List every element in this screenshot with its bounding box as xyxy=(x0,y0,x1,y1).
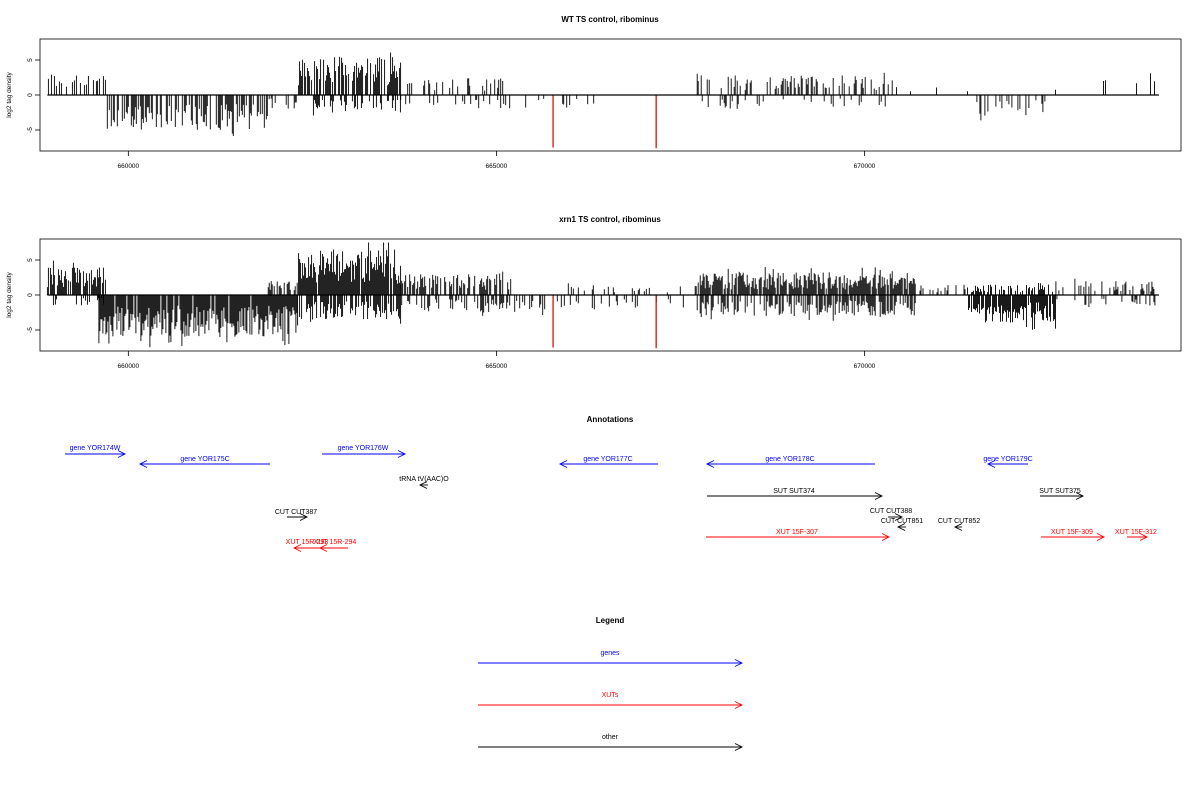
annotation-arrow-head xyxy=(986,460,996,468)
legend-title: Legend xyxy=(596,616,625,625)
xrn1-x-tick-label: 670000 xyxy=(854,363,876,370)
annotation-arrow-head xyxy=(1075,492,1085,500)
annotation-other: tRNA tV(AAC)O xyxy=(399,476,449,489)
annotation-arrow-head xyxy=(1096,533,1106,541)
annotation-label: SUT SUT374 xyxy=(773,488,815,495)
annotation-label: gene YOR177C xyxy=(583,456,632,463)
annotation-label: gene YOR174W xyxy=(70,445,121,452)
annotation-arrow-head xyxy=(558,460,568,468)
annotation-arrow-head xyxy=(874,492,884,500)
annotation-arrow-head xyxy=(705,460,715,468)
annotation-label: gene YOR175C xyxy=(180,456,229,463)
annotation-label: CUT CUT388 xyxy=(870,508,912,515)
xrn1-y-axis: -5 0 5 xyxy=(27,258,40,333)
annotation-arrow-head xyxy=(117,450,127,458)
annotation-label: CUT CUT387 xyxy=(275,509,317,516)
wt-y-tick-label: 5 xyxy=(27,58,34,62)
xrn1-bars xyxy=(46,242,1156,349)
legend-label: other xyxy=(602,734,619,741)
annotation-label: gene YOR176W xyxy=(338,445,389,452)
xrn1-y-tick-label: -5 xyxy=(27,327,34,333)
annotation-label: XUT 15R-294 xyxy=(314,539,357,546)
xrn1-x-tick-label: 660000 xyxy=(117,363,139,370)
xrn1-y-axis-label: log2 tag density xyxy=(6,271,13,317)
legend-label: XUTs xyxy=(602,692,619,699)
annotation-features: gene YOR174W gene YOR175C gene YOR176W tRNA… xyxy=(65,445,1157,552)
annotation-label: XUT 15F-307 xyxy=(776,529,818,536)
legend-entry-gene: genes xyxy=(478,650,744,667)
xrn1-x-axis: 660000 665000 670000 xyxy=(117,351,876,370)
wt-y-axis: -5 0 5 xyxy=(27,58,40,133)
legend-entry-other: other xyxy=(478,734,744,751)
annotation-arrow-head xyxy=(881,533,891,541)
legend: Legend genes XUTs other xyxy=(478,616,744,751)
annotation-arrow-head xyxy=(138,460,148,468)
legend-arrow-head xyxy=(734,659,744,667)
legend-entries: genes XUTs other xyxy=(478,650,744,751)
annotation-xut: XUT 15R-294 xyxy=(314,539,357,552)
annotation-label: CUT CUT851 xyxy=(881,518,923,525)
wt-x-tick-label: 670000 xyxy=(854,163,876,170)
legend-arrow-head xyxy=(734,701,744,709)
annotation-arrow-head xyxy=(1139,533,1149,541)
annotation-other: SUT SUT374 xyxy=(707,488,884,500)
annotation-other: SUT SUT375 xyxy=(1039,488,1085,500)
wt-panel-title: WT TS control, ribominus xyxy=(561,15,659,24)
annotation-arrow-head xyxy=(299,513,309,521)
xrn1-density-panel: xrn1 TS control, ribominus log2 tag dens… xyxy=(6,215,1182,370)
annotation-label: XUT 15F-312 xyxy=(1115,529,1157,536)
wt-y-tick-label: -5 xyxy=(27,127,34,133)
annotation-xut: XUT 15F-309 xyxy=(1041,529,1106,541)
annotation-arrow-head xyxy=(292,544,302,552)
annotation-other: CUT CUT852 xyxy=(938,518,980,531)
xrn1-y-tick-label: 0 xyxy=(27,293,34,297)
annotation-label: XUT 15R-293 xyxy=(286,539,329,546)
xrn1-y-tick-label: 5 xyxy=(27,258,34,262)
wt-x-tick-label: 660000 xyxy=(117,163,139,170)
xrn1-x-tick-label: 665000 xyxy=(486,363,508,370)
annotation-arrow-head xyxy=(318,544,328,552)
annotation-gene: gene YOR176W xyxy=(322,445,407,458)
annotation-arrow-head xyxy=(896,523,906,531)
annotation-label: CUT CUT852 xyxy=(938,518,980,525)
wt-bars xyxy=(47,52,1155,149)
annotation-other: CUT CUT387 xyxy=(275,509,317,521)
xrn1-panel-title: xrn1 TS control, ribominus xyxy=(559,215,661,224)
annotation-gene: gene YOR175C xyxy=(138,456,270,468)
annotation-other: CUT CUT388 xyxy=(870,508,912,521)
annotation-gene: gene YOR179C xyxy=(983,456,1033,468)
annotation-xut: XUT 15F-307 xyxy=(706,529,891,541)
annotation-arrow-head xyxy=(894,513,904,521)
wt-x-tick-label: 665000 xyxy=(486,163,508,170)
annotation-arrow-head xyxy=(418,481,428,489)
annotation-other: CUT CUT851 xyxy=(881,518,923,531)
annotation-xut: XUT 15F-312 xyxy=(1115,529,1157,541)
wt-y-tick-label: 0 xyxy=(27,93,34,97)
annotation-gene: gene YOR174W xyxy=(65,445,127,458)
wt-y-axis-label: log2 tag density xyxy=(6,71,13,117)
annotation-label: gene YOR179C xyxy=(983,456,1032,463)
wt-x-axis: 660000 665000 670000 xyxy=(117,151,876,170)
annotation-label: XUT 15F-309 xyxy=(1051,529,1093,536)
annotation-label: tRNA tV(AAC)O xyxy=(399,476,449,483)
annotation-gene: gene YOR178C xyxy=(705,456,875,468)
annotation-arrow-head xyxy=(397,450,407,458)
annotation-label: gene YOR178C xyxy=(765,456,814,463)
wt-density-panel: WT TS control, ribominus log2 tag densit… xyxy=(6,15,1182,170)
annotation-gene: gene YOR177C xyxy=(558,456,658,468)
annotation-label: SUT SUT375 xyxy=(1039,488,1081,495)
legend-label: genes xyxy=(600,650,620,657)
annotations-title: Annotations xyxy=(587,415,634,424)
legend-arrow-head xyxy=(734,743,744,751)
annotation-arrow-head xyxy=(953,523,963,531)
legend-entry-xut: XUTs xyxy=(478,692,744,709)
